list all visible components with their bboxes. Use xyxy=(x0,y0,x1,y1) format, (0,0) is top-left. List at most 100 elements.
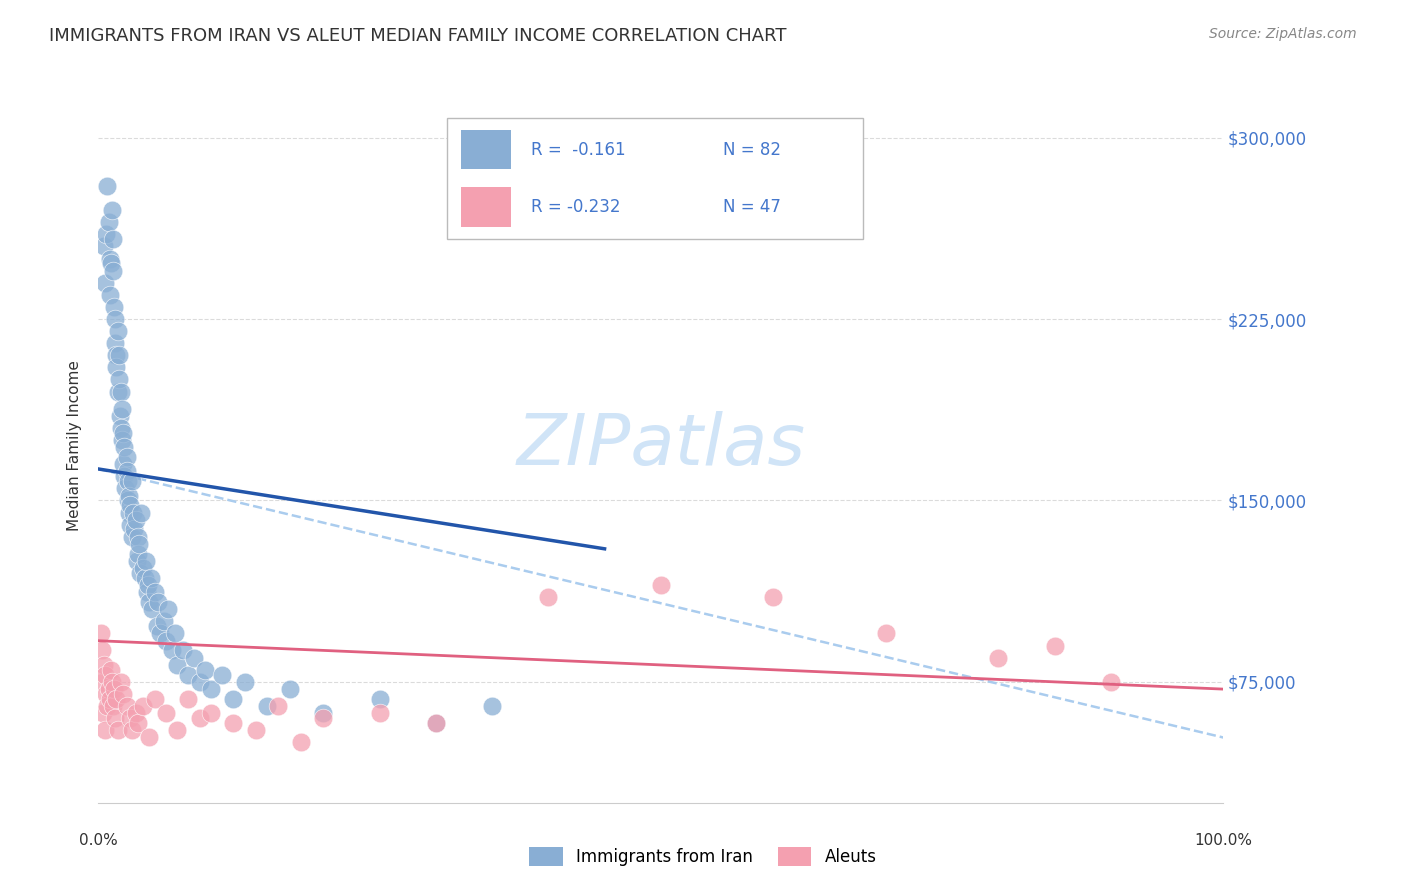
Point xyxy=(94,667,117,681)
Point xyxy=(117,493,139,508)
Point xyxy=(132,561,155,575)
Point xyxy=(132,699,155,714)
Point xyxy=(122,506,145,520)
Point xyxy=(107,372,129,386)
Point xyxy=(101,674,124,689)
Point xyxy=(110,674,132,689)
Point xyxy=(90,626,112,640)
Point xyxy=(143,691,166,706)
Point xyxy=(211,667,233,681)
Point xyxy=(90,643,112,657)
Point xyxy=(105,691,128,706)
Point xyxy=(537,590,560,604)
Point xyxy=(128,537,150,551)
Point xyxy=(157,602,180,616)
Point xyxy=(100,663,122,677)
Point xyxy=(1043,639,1066,653)
Text: Source: ZipAtlas.com: Source: ZipAtlas.com xyxy=(1209,27,1357,41)
Point xyxy=(98,691,121,706)
Point xyxy=(91,674,114,689)
Point xyxy=(101,263,124,277)
Point xyxy=(94,276,117,290)
Point xyxy=(188,674,211,689)
Point xyxy=(135,554,157,568)
Point xyxy=(1099,674,1122,689)
Point xyxy=(129,506,152,520)
Point xyxy=(141,571,163,585)
Point xyxy=(121,474,143,488)
Y-axis label: Median Family Income: Median Family Income xyxy=(67,360,83,532)
Point xyxy=(96,699,118,714)
Point xyxy=(188,711,211,725)
Point xyxy=(124,523,146,537)
Text: ZIPatlas: ZIPatlas xyxy=(516,411,806,481)
FancyBboxPatch shape xyxy=(447,118,863,239)
Point xyxy=(110,421,132,435)
Point xyxy=(97,215,120,229)
FancyBboxPatch shape xyxy=(461,187,512,227)
Point xyxy=(278,682,301,697)
Point xyxy=(160,643,183,657)
Point xyxy=(200,706,222,721)
Point xyxy=(267,699,290,714)
Point xyxy=(875,626,897,640)
Point xyxy=(177,667,200,681)
Text: 100.0%: 100.0% xyxy=(1194,833,1253,848)
Point xyxy=(481,699,503,714)
Point xyxy=(146,619,169,633)
Point xyxy=(105,348,128,362)
Point xyxy=(97,682,120,697)
Point xyxy=(245,723,267,738)
Point xyxy=(101,232,124,246)
Point xyxy=(149,626,172,640)
Point xyxy=(104,711,127,725)
Point xyxy=(127,716,149,731)
Point xyxy=(425,716,447,731)
Point xyxy=(312,711,335,725)
Point xyxy=(111,433,134,447)
FancyBboxPatch shape xyxy=(461,130,512,169)
Point xyxy=(152,615,174,629)
Point xyxy=(127,547,149,561)
Point xyxy=(107,348,129,362)
Point xyxy=(172,643,194,657)
Point xyxy=(368,691,391,706)
Point xyxy=(117,474,139,488)
Point xyxy=(183,650,205,665)
Point xyxy=(155,633,177,648)
Point xyxy=(233,674,256,689)
Point xyxy=(290,735,312,749)
Point xyxy=(118,498,141,512)
Point xyxy=(124,706,146,721)
Point xyxy=(114,481,136,495)
Point xyxy=(124,513,146,527)
Point xyxy=(96,227,118,242)
Point xyxy=(762,590,785,604)
Point xyxy=(138,595,160,609)
Point xyxy=(112,469,135,483)
Point xyxy=(100,256,122,270)
Point xyxy=(98,252,121,266)
Point xyxy=(104,336,127,351)
Point xyxy=(368,706,391,721)
Point xyxy=(101,699,124,714)
Point xyxy=(312,706,335,721)
Text: N = 47: N = 47 xyxy=(723,198,780,216)
Point xyxy=(103,300,125,314)
Point xyxy=(118,489,141,503)
Point xyxy=(134,571,156,585)
Point xyxy=(166,723,188,738)
Point xyxy=(222,691,245,706)
Point xyxy=(194,663,217,677)
Point xyxy=(96,687,118,701)
Point xyxy=(98,288,121,302)
Point xyxy=(112,440,135,454)
Point xyxy=(107,723,129,738)
Point xyxy=(138,731,160,745)
Point xyxy=(107,384,129,399)
Point xyxy=(118,711,141,725)
Point xyxy=(112,425,135,440)
Point xyxy=(115,450,138,464)
Point xyxy=(125,554,148,568)
Text: IMMIGRANTS FROM IRAN VS ALEUT MEDIAN FAMILY INCOME CORRELATION CHART: IMMIGRANTS FROM IRAN VS ALEUT MEDIAN FAM… xyxy=(49,27,787,45)
